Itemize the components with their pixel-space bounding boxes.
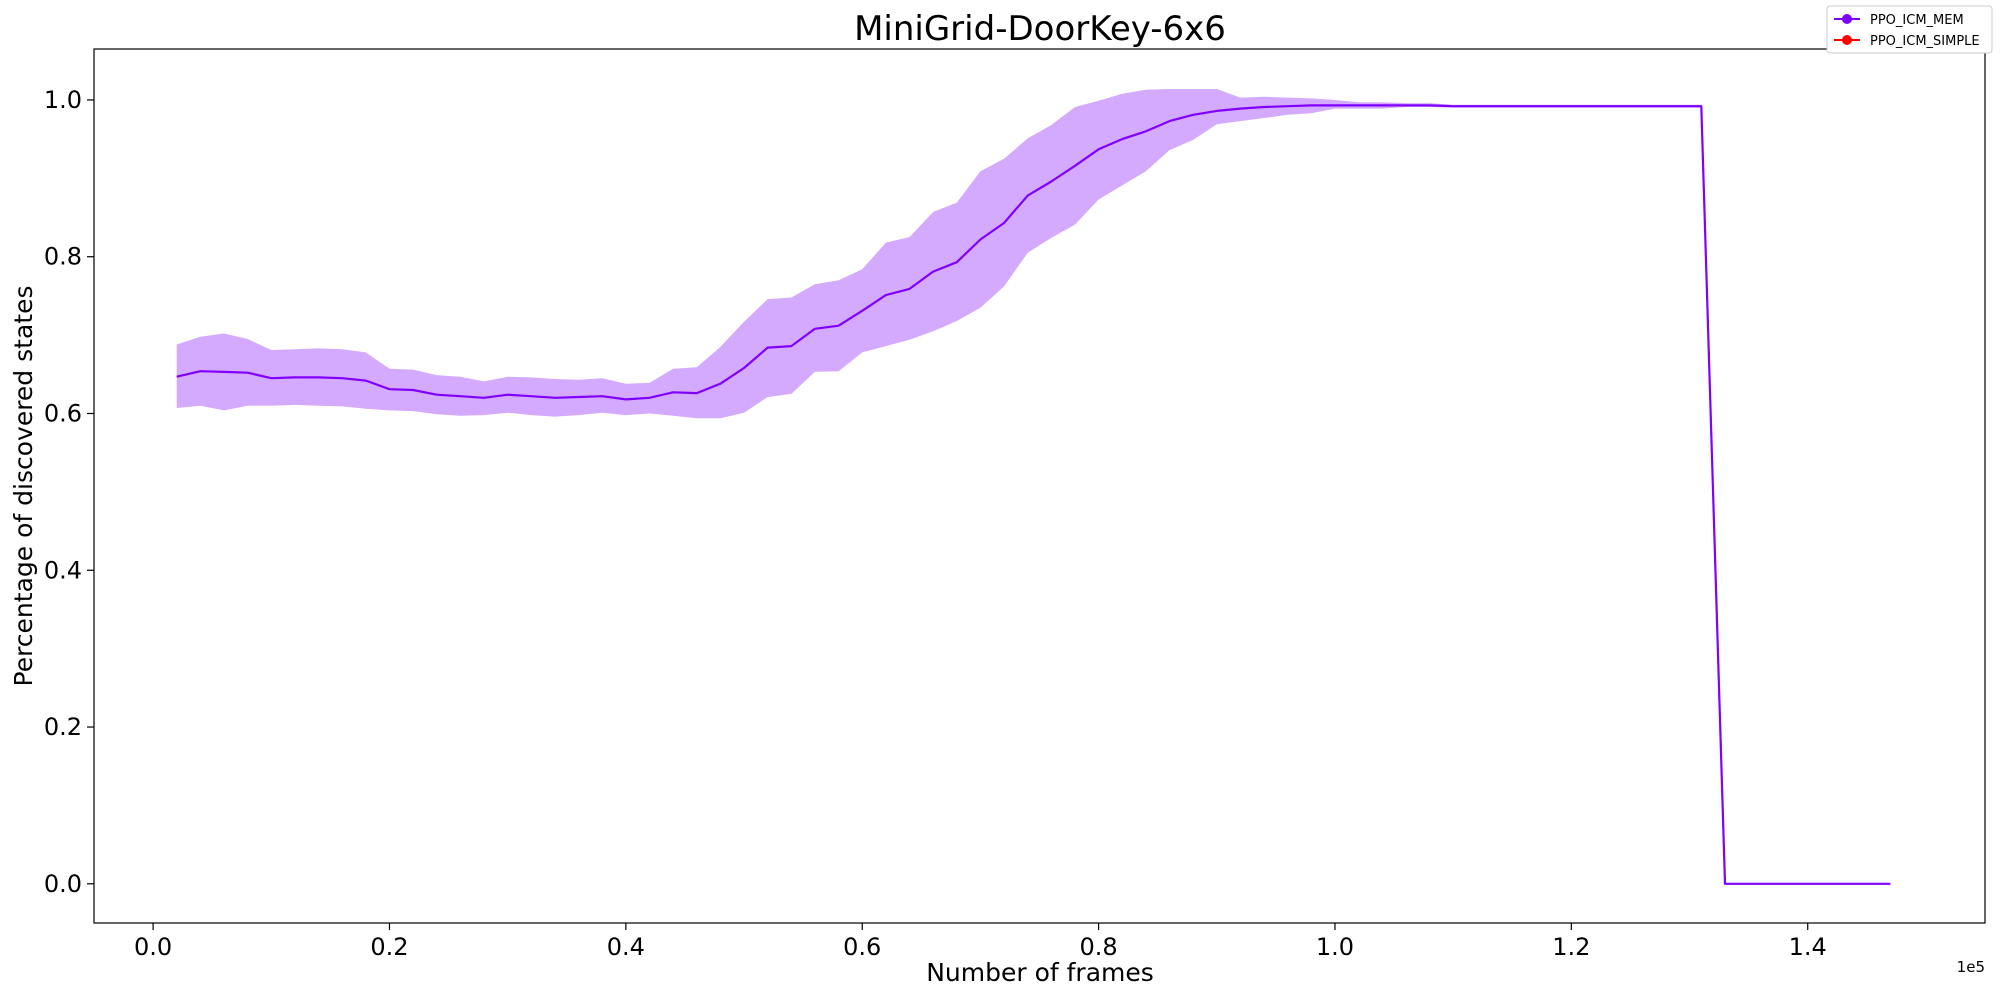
chart-title: MiniGrid-DoorKey-6x6 bbox=[854, 9, 1226, 49]
plot-frame bbox=[93, 48, 1986, 924]
legend-box bbox=[1826, 5, 1993, 54]
y-tick-label: 0.6 bbox=[44, 399, 82, 427]
legend-entry-ppo-icm-mem: PPO_ICM_MEM bbox=[1834, 13, 1964, 28]
x-axis-offset-label: 1e5 bbox=[1957, 958, 1985, 976]
x-tick-label: 1.4 bbox=[1789, 933, 1827, 961]
x-tick-label: 1.0 bbox=[1316, 933, 1354, 961]
x-tick-label: 0.2 bbox=[370, 933, 408, 961]
legend-marker-ppo-icm-mem bbox=[1842, 14, 1852, 24]
plot-area bbox=[93, 48, 1986, 924]
y-tick-label: 0.2 bbox=[44, 713, 82, 741]
x-tick-label: 0.6 bbox=[843, 933, 881, 961]
x-tick-label: 1.2 bbox=[1552, 933, 1590, 961]
y-tick-label: 0.0 bbox=[44, 870, 82, 898]
legend: PPO_ICM_MEM PPO_ICM_SIMPLE bbox=[1826, 5, 1993, 54]
x-tick-label: 0.4 bbox=[607, 933, 645, 961]
x-axis-ticks: 0.0 0.2 0.4 0.6 0.8 1.0 1.2 1.4 bbox=[134, 923, 1827, 961]
y-tick-label: 0.8 bbox=[44, 243, 82, 271]
legend-label-ppo-icm-mem: PPO_ICM_MEM bbox=[1870, 13, 1964, 28]
lines-layer bbox=[176, 104, 1891, 885]
legend-marker-ppo-icm-simple bbox=[1842, 35, 1852, 45]
x-tick-label: 0.8 bbox=[1080, 933, 1118, 961]
y-axis-label: Percentage of discovered states bbox=[9, 286, 38, 687]
series-line-ppo-icm-mem bbox=[176, 104, 1891, 885]
x-tick-label: 0.0 bbox=[134, 933, 172, 961]
y-tick-label: 0.4 bbox=[44, 556, 82, 584]
legend-entry-ppo-icm-simple: PPO_ICM_SIMPLE bbox=[1834, 34, 1980, 49]
y-axis-ticks: 0.0 0.2 0.4 0.6 0.8 1.0 bbox=[44, 86, 94, 898]
confidence-band-ppo-icm-mem bbox=[176, 89, 1891, 884]
y-tick-label: 1.0 bbox=[44, 86, 82, 114]
x-axis-label: Number of frames bbox=[926, 958, 1154, 987]
legend-label-ppo-icm-simple: PPO_ICM_SIMPLE bbox=[1870, 34, 1980, 49]
bands-layer bbox=[176, 89, 1891, 884]
